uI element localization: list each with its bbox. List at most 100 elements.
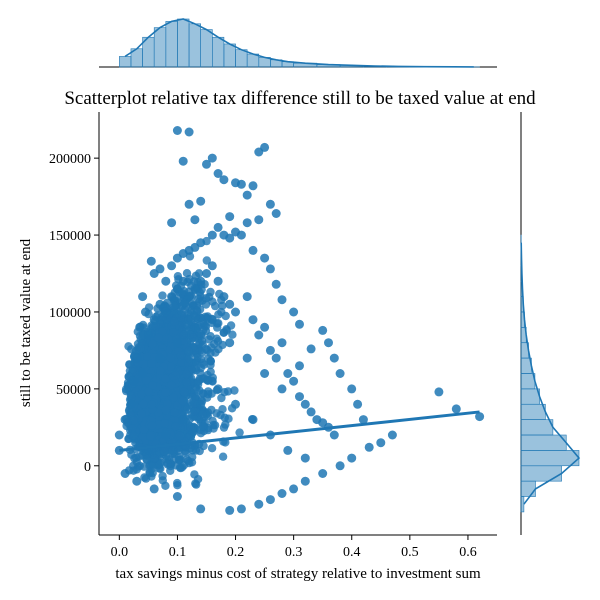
scatter-point bbox=[318, 325, 328, 335]
scatter-point bbox=[206, 287, 215, 297]
scatter-point bbox=[146, 256, 156, 266]
scatter-point bbox=[141, 474, 151, 483]
scatter-point bbox=[161, 374, 170, 384]
scatter-point bbox=[163, 399, 172, 408]
y-tick-label: 150000 bbox=[49, 229, 91, 244]
scatter-point bbox=[271, 353, 281, 363]
scatter-point bbox=[219, 328, 228, 337]
scatter-point bbox=[166, 466, 175, 475]
scatter-point bbox=[202, 159, 211, 169]
scatter-point bbox=[364, 442, 374, 452]
scatter-point bbox=[163, 460, 172, 469]
scatter-point bbox=[179, 330, 188, 339]
scatter-point bbox=[145, 467, 154, 477]
top-marginal-bar bbox=[235, 49, 248, 68]
scatter-point bbox=[161, 430, 171, 440]
scatter-point bbox=[158, 471, 167, 481]
scatter-point bbox=[194, 376, 204, 386]
scatter-point bbox=[190, 215, 200, 225]
scatter-point bbox=[172, 492, 182, 501]
scatter-point bbox=[167, 261, 177, 271]
x-tick-label: 0.4 bbox=[343, 545, 361, 560]
scatter-point bbox=[202, 269, 211, 278]
scatter-point bbox=[196, 238, 206, 248]
scatter-point bbox=[218, 452, 228, 461]
y-tick-label: 100000 bbox=[49, 306, 91, 321]
scatter-point bbox=[155, 299, 165, 309]
scatter-point bbox=[225, 233, 235, 243]
scatter-point bbox=[219, 292, 229, 302]
scatter-point bbox=[144, 387, 153, 396]
scatter-point bbox=[160, 419, 169, 428]
scatter-point bbox=[202, 256, 211, 265]
scatter-point bbox=[161, 307, 171, 317]
scatter-point bbox=[475, 412, 485, 422]
right-marginal-bar bbox=[520, 465, 562, 482]
scatter-point bbox=[198, 422, 207, 431]
top-marginal-bar bbox=[177, 18, 190, 68]
scatter-point bbox=[170, 408, 179, 417]
scatter-point bbox=[190, 322, 200, 332]
x-tick-label: 0.5 bbox=[401, 545, 419, 560]
scatter-point bbox=[148, 339, 157, 349]
scatter-point bbox=[265, 345, 275, 355]
top-marginal-bar bbox=[119, 56, 132, 68]
scatter-point bbox=[211, 348, 220, 357]
scatter-point bbox=[347, 453, 357, 463]
scatter-point bbox=[265, 495, 275, 505]
scatter-point bbox=[143, 330, 153, 340]
scatter-point bbox=[295, 392, 304, 402]
scatter-point bbox=[169, 393, 178, 402]
scatter-point bbox=[306, 344, 316, 354]
scatter-point bbox=[114, 430, 124, 440]
scatter-point bbox=[128, 431, 138, 440]
scatter-point bbox=[147, 421, 157, 430]
scatter-point bbox=[179, 461, 189, 470]
scatter-point bbox=[387, 430, 397, 440]
scatter-point bbox=[137, 389, 146, 399]
scatter-point bbox=[178, 415, 188, 425]
scatter-point bbox=[248, 415, 258, 425]
scatter-point bbox=[213, 169, 223, 178]
scatter-point bbox=[206, 356, 215, 366]
scatter-point bbox=[195, 339, 204, 348]
scatter-point bbox=[180, 298, 189, 308]
scatter-point bbox=[129, 416, 138, 425]
scatter-point bbox=[147, 400, 156, 409]
scatter-point bbox=[166, 353, 175, 363]
scatter-point bbox=[136, 344, 145, 353]
scatter-point bbox=[182, 370, 191, 379]
scatter-point bbox=[207, 444, 217, 453]
scatter-point bbox=[175, 453, 184, 462]
scatter-point bbox=[174, 446, 183, 455]
right-marginal-bar bbox=[520, 373, 536, 390]
scatter-point bbox=[335, 461, 345, 471]
y-axis-label: still to be taxed value at end bbox=[18, 238, 34, 407]
scatter-point bbox=[265, 199, 275, 209]
scatter-point bbox=[283, 445, 293, 455]
scatter-point bbox=[169, 328, 178, 337]
scatter-point bbox=[242, 218, 252, 228]
scatter-point bbox=[196, 399, 206, 409]
scatter-point bbox=[190, 407, 199, 416]
y-tick-label: 0 bbox=[84, 460, 91, 475]
scatter-point bbox=[196, 504, 206, 514]
scatter-point bbox=[157, 327, 167, 336]
scatter-point bbox=[191, 312, 200, 321]
scatter-point bbox=[160, 447, 169, 456]
scatter-point bbox=[132, 476, 142, 486]
scatter-point bbox=[148, 381, 157, 390]
scatter-point bbox=[347, 384, 357, 394]
scatter-point bbox=[161, 405, 171, 415]
scatter-point bbox=[324, 338, 333, 348]
scatter-point bbox=[225, 212, 235, 222]
scatter-point bbox=[277, 489, 287, 498]
top-marginal-bar bbox=[165, 21, 178, 68]
scatter-point bbox=[196, 276, 206, 286]
scatter-point bbox=[248, 245, 258, 255]
scatter-point bbox=[289, 484, 299, 494]
scatter-point bbox=[147, 359, 156, 368]
right-marginal-bar bbox=[520, 480, 536, 497]
right-marginal-bar bbox=[520, 450, 580, 467]
scatter-point bbox=[295, 361, 304, 371]
